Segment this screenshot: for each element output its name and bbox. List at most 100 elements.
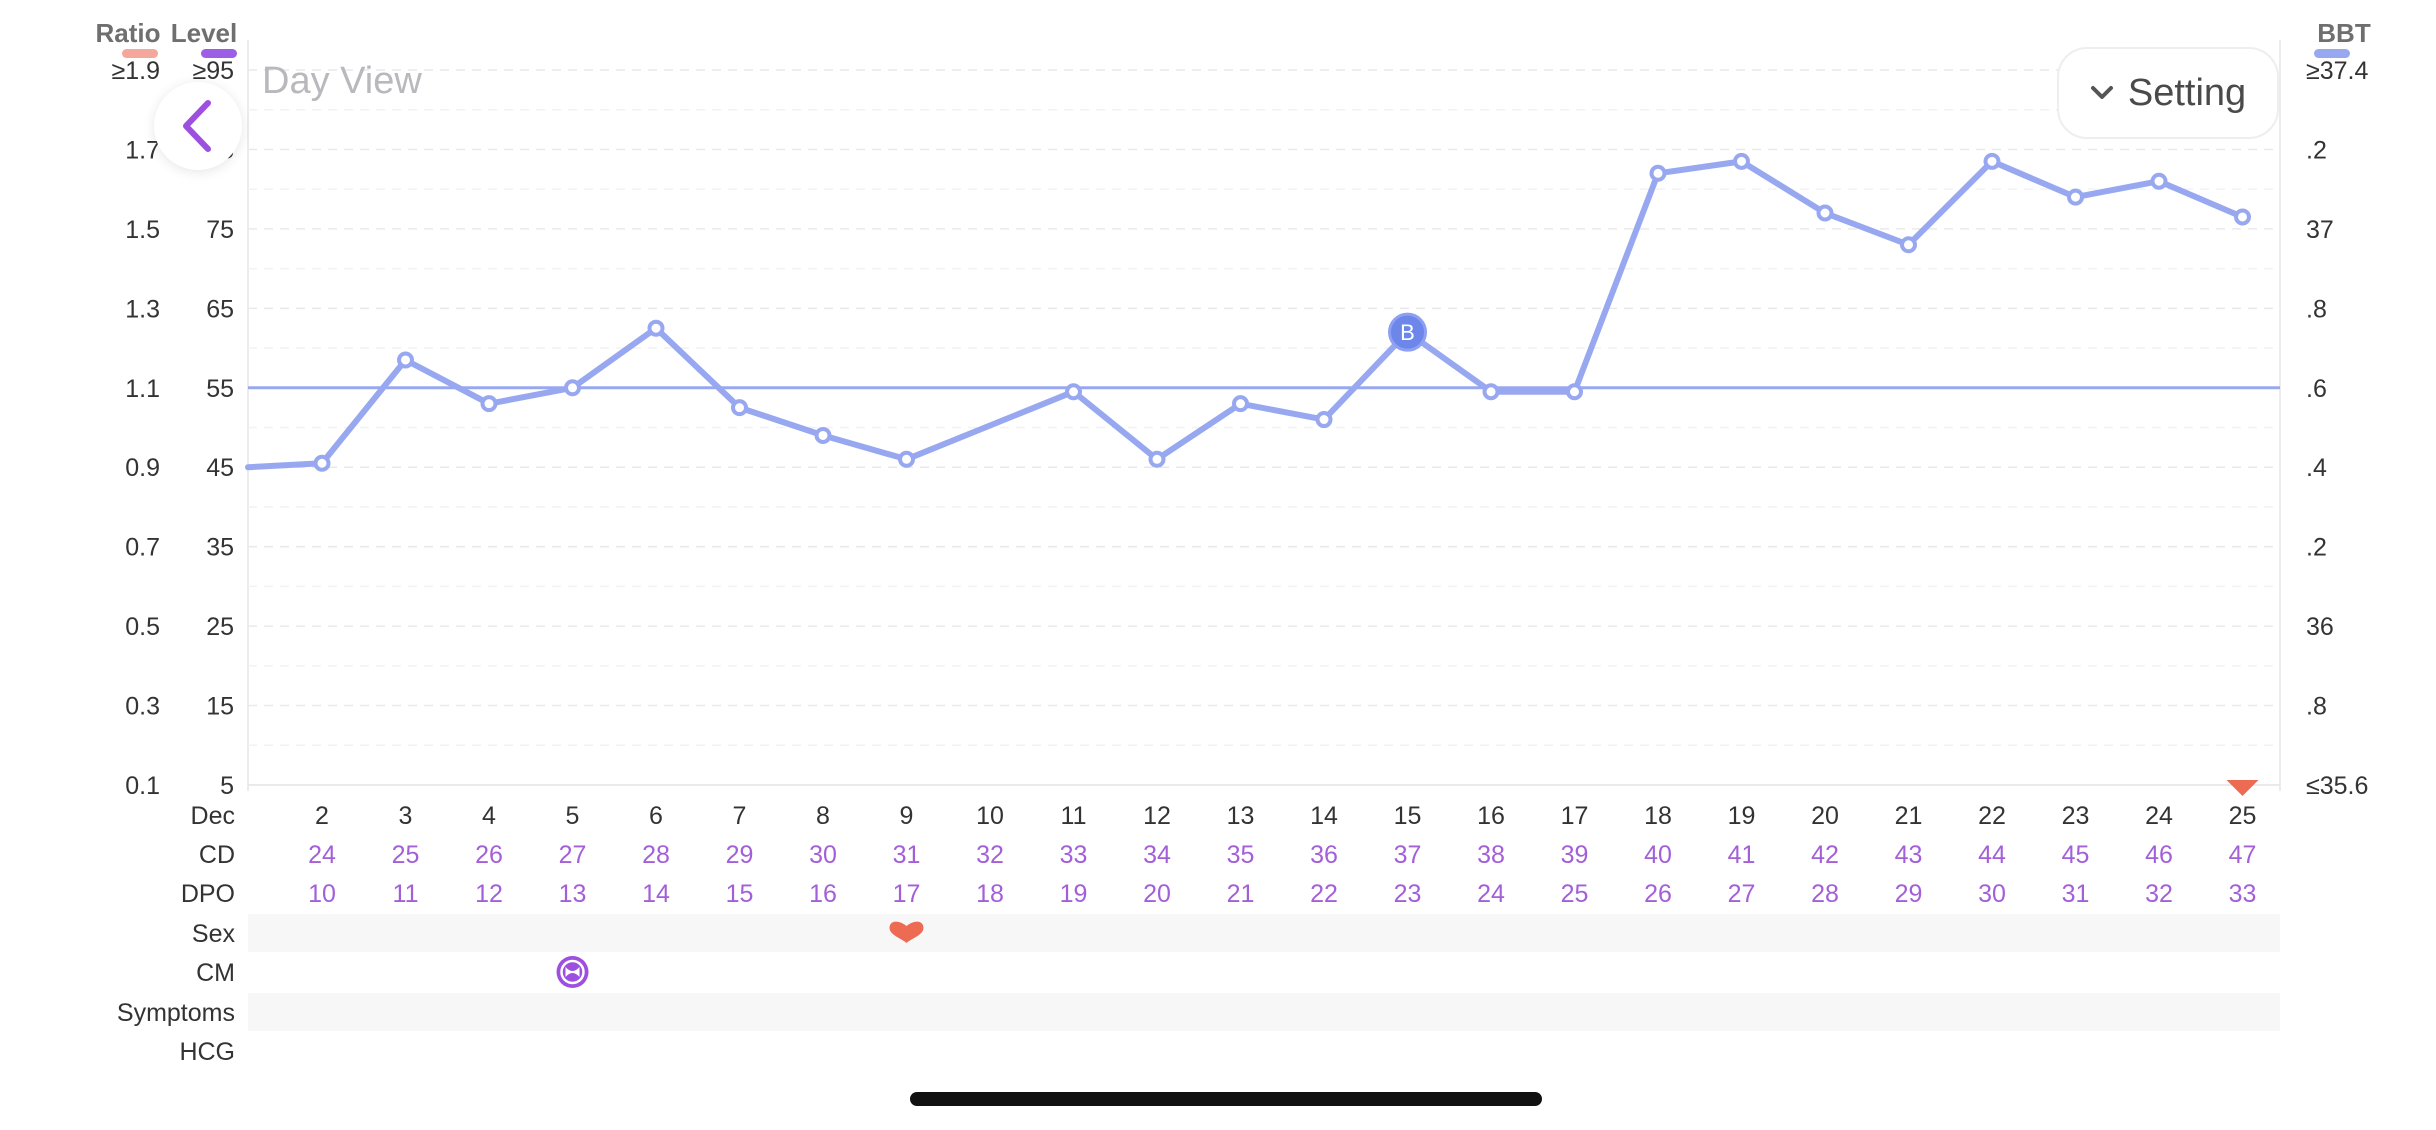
x-tick-label: 15 xyxy=(1394,802,1422,830)
symptoms-row-label: Symptoms xyxy=(117,999,235,1027)
x-tick-label: 6 xyxy=(649,802,663,830)
bbt-tick-label: .6 xyxy=(2306,375,2327,403)
dpo-value: 21 xyxy=(1227,880,1255,908)
cd-row-label: CD xyxy=(199,841,235,869)
dpo-value: 31 xyxy=(2062,880,2090,908)
bbt-tick-label: ≥37.4 xyxy=(2306,57,2368,85)
x-tick-label: 18 xyxy=(1644,802,1672,830)
bbt-point[interactable] xyxy=(814,426,832,444)
cd-value: 36 xyxy=(1310,841,1338,869)
bbt-point[interactable] xyxy=(1983,152,2001,170)
bbt-series-line xyxy=(245,158,2246,471)
cd-value: 28 xyxy=(642,841,670,869)
bbt-point[interactable] xyxy=(1482,383,1500,401)
x-tick-label: 21 xyxy=(1895,802,1923,830)
x-tick-label: 17 xyxy=(1561,802,1589,830)
ratio-tick-label: 1.5 xyxy=(125,216,160,244)
cd-value: 26 xyxy=(475,841,503,869)
bbt-tick-label: .2 xyxy=(2306,136,2327,164)
ratio-legend-swatch xyxy=(122,49,158,58)
x-tick-label: 7 xyxy=(733,802,747,830)
bbt-point[interactable] xyxy=(1900,236,1917,254)
dpo-value: 20 xyxy=(1143,880,1171,908)
cd-value: 37 xyxy=(1394,841,1422,869)
x-tick-label: 10 xyxy=(976,802,1004,830)
bbt-point-marked[interactable] xyxy=(1388,312,1427,352)
bbt-point[interactable] xyxy=(1733,152,1750,170)
x-tick-label: 20 xyxy=(1811,802,1839,830)
bbt-point[interactable] xyxy=(731,399,748,417)
bbt-point[interactable] xyxy=(480,395,498,413)
cervical-mucus-icon[interactable] xyxy=(556,956,589,988)
triangle-down-icon xyxy=(2226,780,2259,796)
cd-value: 30 xyxy=(809,841,837,869)
bbt-tick-label: ≤35.6 xyxy=(2306,772,2368,800)
bbt-point[interactable] xyxy=(313,454,331,472)
bbt-point[interactable] xyxy=(647,319,665,337)
dpo-value: 11 xyxy=(393,880,419,908)
dpo-value: 32 xyxy=(2145,880,2173,908)
bbt-tick-label: 37 xyxy=(2306,216,2334,244)
bbt-point[interactable] xyxy=(2067,188,2084,206)
level-axis-title: Level xyxy=(171,18,238,48)
level-tick-label: ≥95 xyxy=(192,57,234,85)
bbt-legend-swatch xyxy=(2314,49,2350,58)
bbt-point[interactable] xyxy=(1649,164,1667,182)
level-tick-label: 55 xyxy=(206,375,234,403)
x-tick-label: 25 xyxy=(2229,802,2257,830)
x-tick-label: 3 xyxy=(399,802,413,830)
dpo-value: 12 xyxy=(475,880,503,908)
ratio-tick-label: 0.7 xyxy=(125,534,160,562)
dpo-value: 23 xyxy=(1394,880,1422,908)
sex-row-band xyxy=(248,914,2280,952)
cd-value: 41 xyxy=(1728,841,1756,869)
cd-value: 31 xyxy=(893,841,921,869)
heart-icon[interactable] xyxy=(889,921,924,943)
chevron-down-icon xyxy=(2090,86,2113,99)
level-tick-label: 35 xyxy=(206,534,234,562)
hcg-row-label: HCG xyxy=(179,1038,235,1066)
level-tick-label: 25 xyxy=(206,613,234,641)
bbt-point[interactable] xyxy=(2150,172,2168,190)
x-tick-label: 22 xyxy=(1978,802,2006,830)
ratio-tick-label: 1.3 xyxy=(125,295,160,323)
dpo-value: 17 xyxy=(893,880,921,908)
cd-value: 40 xyxy=(1644,841,1672,869)
dpo-value: 29 xyxy=(1895,880,1923,908)
cd-value: 45 xyxy=(2062,841,2090,869)
bbt-point[interactable] xyxy=(2234,208,2251,226)
dpo-value: 15 xyxy=(726,880,754,908)
bbt-tick-label: .2 xyxy=(2306,534,2327,562)
bbt-point[interactable] xyxy=(1315,411,1333,429)
bbt-point[interactable] xyxy=(1566,383,1583,401)
bbt-point[interactable] xyxy=(1816,204,1834,222)
bbt-tick-label: 36 xyxy=(2306,613,2334,641)
bbt-point[interactable] xyxy=(898,450,915,468)
dpo-value: 24 xyxy=(1477,880,1505,908)
setting-button[interactable]: Setting xyxy=(2057,47,2279,139)
x-tick-label: 5 xyxy=(566,802,580,830)
bbt-point[interactable] xyxy=(397,351,414,369)
dpo-value: 16 xyxy=(809,880,837,908)
cd-value: 25 xyxy=(392,841,420,869)
bbt-point[interactable] xyxy=(564,379,581,397)
back-button[interactable] xyxy=(154,82,242,170)
cd-value: 24 xyxy=(308,841,336,869)
x-tick-label: 16 xyxy=(1477,802,1505,830)
dpo-value: 19 xyxy=(1060,880,1088,908)
cd-value: 32 xyxy=(976,841,1004,869)
dpo-value: 10 xyxy=(308,880,336,908)
level-tick-label: 5 xyxy=(220,772,234,800)
x-tick-label: 8 xyxy=(816,802,830,830)
page-title: Day View xyxy=(262,60,422,102)
cd-value: 27 xyxy=(559,841,587,869)
bbt-point[interactable] xyxy=(1148,450,1166,468)
dpo-value: 26 xyxy=(1644,880,1672,908)
cd-value: 46 xyxy=(2145,841,2173,869)
dpo-value: 28 xyxy=(1811,880,1839,908)
bbt-point[interactable] xyxy=(1065,383,1082,401)
bbt-tick-label: .8 xyxy=(2306,295,2327,323)
bbt-point[interactable] xyxy=(1232,395,1249,413)
cd-value: 38 xyxy=(1477,841,1505,869)
x-tick-label: 12 xyxy=(1143,802,1171,830)
